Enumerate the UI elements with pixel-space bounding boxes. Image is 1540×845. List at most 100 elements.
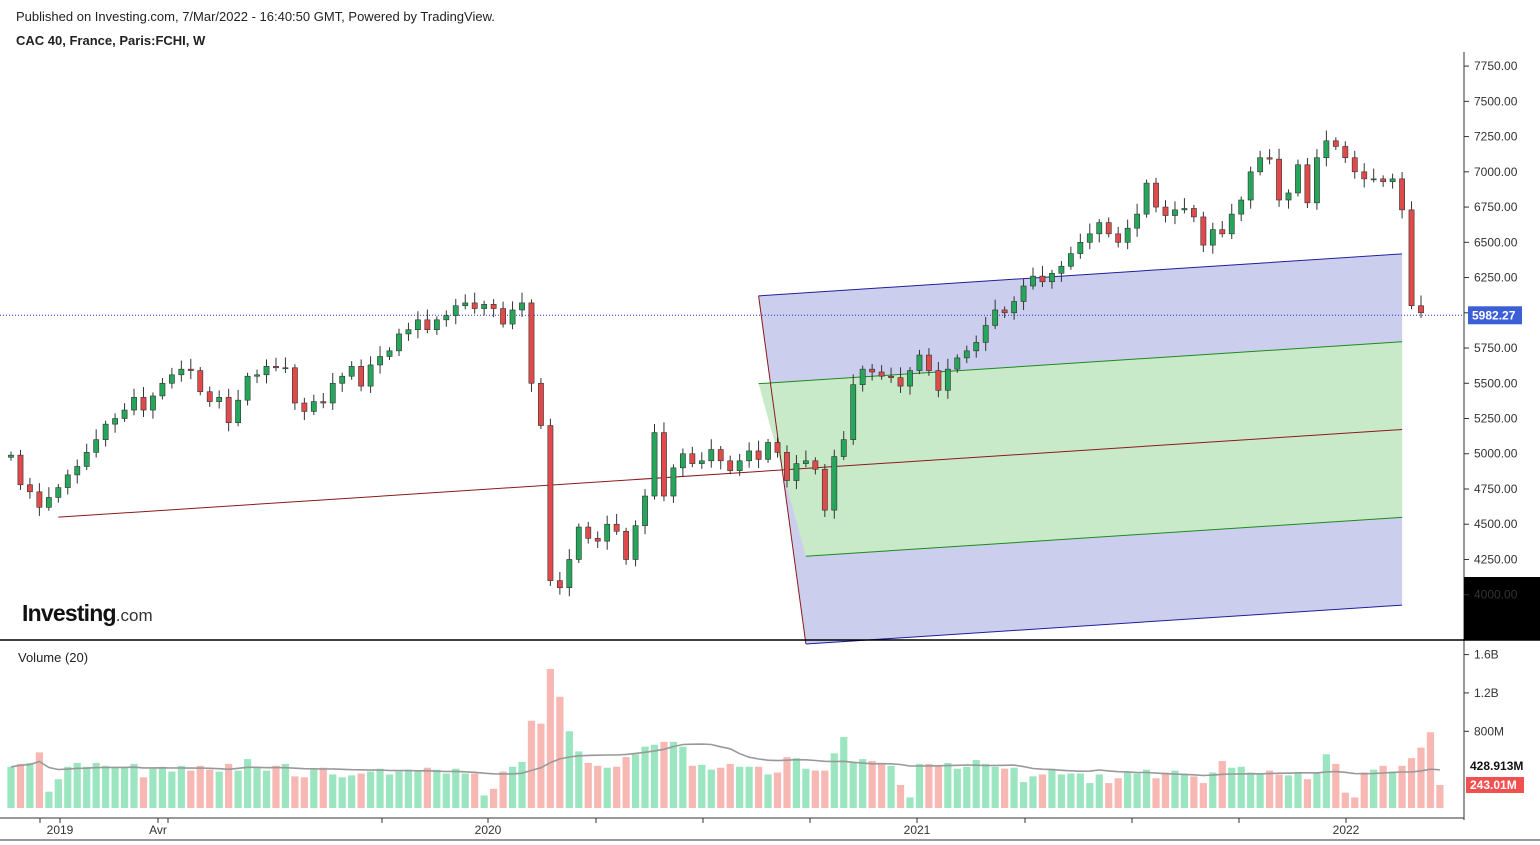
candle[interactable] bbox=[235, 389, 242, 427]
volume-bar[interactable] bbox=[376, 768, 384, 808]
candle[interactable] bbox=[433, 316, 440, 335]
candle[interactable] bbox=[973, 335, 980, 358]
candle[interactable] bbox=[216, 390, 223, 409]
volume-bar[interactable] bbox=[754, 766, 763, 808]
candle[interactable] bbox=[802, 450, 809, 468]
candle[interactable] bbox=[765, 438, 771, 463]
candle[interactable] bbox=[566, 549, 573, 597]
volume-bar[interactable] bbox=[963, 766, 971, 808]
candle[interactable] bbox=[131, 388, 137, 416]
volume-bar[interactable] bbox=[584, 762, 592, 808]
volume-bar[interactable] bbox=[613, 766, 621, 808]
volume-bar[interactable] bbox=[944, 762, 952, 808]
candle[interactable] bbox=[64, 469, 71, 495]
candle[interactable] bbox=[348, 361, 355, 380]
candle[interactable] bbox=[1361, 163, 1368, 188]
candle[interactable] bbox=[1049, 269, 1055, 289]
volume-bar[interactable] bbox=[972, 760, 980, 808]
volume-bar[interactable] bbox=[423, 767, 431, 808]
volume-bar[interactable] bbox=[45, 791, 53, 808]
candle[interactable] bbox=[8, 451, 14, 461]
candle[interactable] bbox=[1058, 261, 1065, 282]
candle[interactable] bbox=[708, 439, 715, 468]
volume-bar[interactable] bbox=[215, 771, 223, 808]
volume-bar[interactable] bbox=[717, 767, 725, 808]
volume-bar[interactable] bbox=[603, 767, 611, 808]
candle[interactable] bbox=[585, 521, 592, 544]
volume-bar[interactable] bbox=[1265, 770, 1274, 808]
candle[interactable] bbox=[1295, 159, 1301, 197]
candle[interactable] bbox=[1200, 211, 1207, 253]
volume-bar[interactable] bbox=[726, 763, 734, 808]
volume-bar[interactable] bbox=[120, 767, 129, 808]
candle[interactable] bbox=[1257, 150, 1264, 176]
volume-bar[interactable] bbox=[915, 763, 924, 808]
volume-bar[interactable] bbox=[1351, 797, 1359, 808]
volume-bar[interactable] bbox=[982, 763, 990, 808]
volume-bar[interactable] bbox=[490, 788, 498, 808]
volume-bar[interactable] bbox=[1142, 769, 1151, 808]
volume-bar[interactable] bbox=[1124, 771, 1132, 808]
candle[interactable] bbox=[1418, 295, 1424, 318]
volume-bar[interactable] bbox=[906, 797, 914, 808]
volume-bar[interactable] bbox=[329, 774, 337, 808]
volume-bar[interactable] bbox=[480, 795, 488, 808]
volume-bar[interactable] bbox=[878, 762, 886, 808]
volume-bar[interactable] bbox=[73, 762, 81, 808]
volume-bar[interactable] bbox=[594, 765, 602, 808]
candle[interactable] bbox=[1172, 201, 1178, 225]
volume-bar[interactable] bbox=[1076, 773, 1084, 808]
candle[interactable] bbox=[1323, 130, 1330, 167]
candle[interactable] bbox=[746, 442, 753, 468]
volume-bar[interactable] bbox=[859, 759, 867, 808]
volume-bar[interactable] bbox=[461, 773, 469, 808]
volume-bar[interactable] bbox=[300, 777, 308, 808]
volume-bar[interactable] bbox=[1389, 771, 1397, 808]
volume-bar[interactable] bbox=[1161, 772, 1170, 808]
volume-bar[interactable] bbox=[272, 765, 280, 808]
candle[interactable] bbox=[159, 378, 166, 400]
candle[interactable] bbox=[310, 394, 317, 415]
volume-bar[interactable] bbox=[471, 773, 479, 808]
candle[interactable] bbox=[519, 292, 525, 317]
volume-bar[interactable] bbox=[1038, 774, 1047, 808]
candle[interactable] bbox=[850, 374, 857, 445]
volume-bar[interactable] bbox=[83, 766, 91, 808]
volume-bar[interactable] bbox=[1341, 792, 1349, 808]
candle[interactable] bbox=[273, 357, 279, 372]
volume-bar[interactable] bbox=[1228, 767, 1236, 808]
volume-bar[interactable] bbox=[1218, 761, 1226, 808]
candle[interactable] bbox=[831, 449, 838, 519]
volume-bar[interactable] bbox=[953, 768, 961, 808]
candle[interactable] bbox=[320, 392, 327, 409]
volume-bar[interactable] bbox=[253, 767, 261, 808]
candle[interactable] bbox=[869, 363, 876, 381]
candle[interactable] bbox=[1370, 168, 1377, 183]
candle[interactable] bbox=[291, 364, 298, 410]
volume-bar[interactable] bbox=[1426, 732, 1435, 808]
volume-bar[interactable] bbox=[1247, 772, 1255, 808]
candle[interactable] bbox=[55, 484, 62, 503]
candle[interactable] bbox=[1039, 265, 1046, 287]
volume-bar[interactable] bbox=[1407, 758, 1416, 808]
candle[interactable] bbox=[1086, 223, 1093, 250]
volume-bar[interactable] bbox=[622, 757, 630, 808]
candle[interactable] bbox=[1332, 137, 1339, 150]
volume-bar[interactable] bbox=[1436, 784, 1444, 808]
candle[interactable] bbox=[916, 349, 923, 375]
candle[interactable] bbox=[1351, 150, 1358, 179]
candle[interactable] bbox=[358, 359, 365, 392]
volume-bar[interactable] bbox=[1379, 765, 1387, 808]
candle[interactable] bbox=[377, 346, 383, 374]
volume-bar[interactable] bbox=[1284, 775, 1293, 808]
candle[interactable] bbox=[689, 446, 696, 468]
candle[interactable] bbox=[1304, 157, 1311, 209]
candle[interactable] bbox=[481, 300, 488, 316]
volume-bar[interactable] bbox=[698, 764, 706, 808]
volume-bar[interactable] bbox=[565, 731, 573, 808]
volume-bar[interactable] bbox=[1180, 773, 1189, 808]
volume-bar[interactable] bbox=[736, 766, 744, 808]
volume-bar[interactable] bbox=[896, 784, 905, 808]
volume-bar[interactable] bbox=[650, 744, 659, 808]
volume-bar[interactable] bbox=[1360, 772, 1368, 808]
